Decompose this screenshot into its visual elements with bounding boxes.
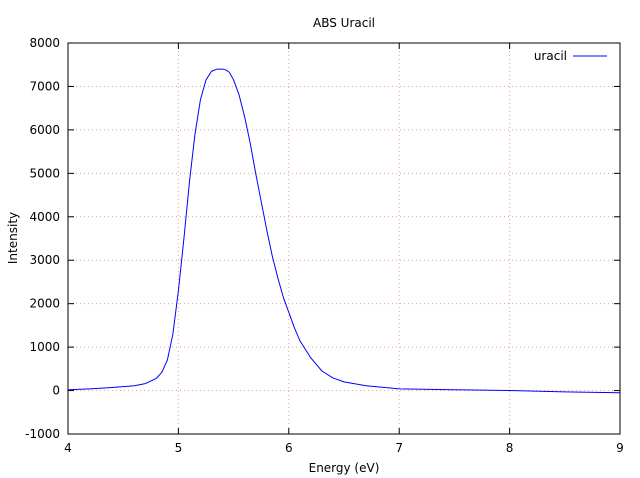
x-tick-label: 5 [175,441,183,455]
x-tick-label: 6 [285,441,293,455]
legend-label: uracil [534,49,567,63]
y-tick-label: 8000 [29,36,60,50]
y-tick-labels: -1000 0 1000 2000 3000 4000 5000 6000 7000 8000 [25,36,60,441]
y-tick-label: 5000 [29,166,60,180]
grid-lines [68,43,620,434]
chart-title: ABS Uracil [313,16,375,30]
x-tick-labels: 4 5 6 7 8 9 [64,441,624,455]
y-tick-label: 7000 [29,79,60,93]
y-tick-label: 1000 [29,340,60,354]
x-tick-label: 4 [64,441,72,455]
legend: uracil [534,49,607,63]
series-line-uracil [67,68,621,394]
plot-frame [67,42,621,435]
x-tick-label: 9 [616,441,624,455]
series-group [67,68,621,394]
x-tick-label: 8 [506,441,514,455]
axis-ticks [67,42,621,435]
y-tick-label: 4000 [29,210,60,224]
y-axis-label: Intensity [6,212,20,264]
y-tick-label: 0 [52,384,60,398]
y-tick-label: -1000 [25,427,60,441]
y-tick-label: 6000 [29,123,60,137]
y-tick-label: 2000 [29,297,60,311]
x-axis-label: Energy (eV) [309,461,380,475]
x-tick-label: 7 [395,441,403,455]
y-tick-label: 3000 [29,253,60,267]
